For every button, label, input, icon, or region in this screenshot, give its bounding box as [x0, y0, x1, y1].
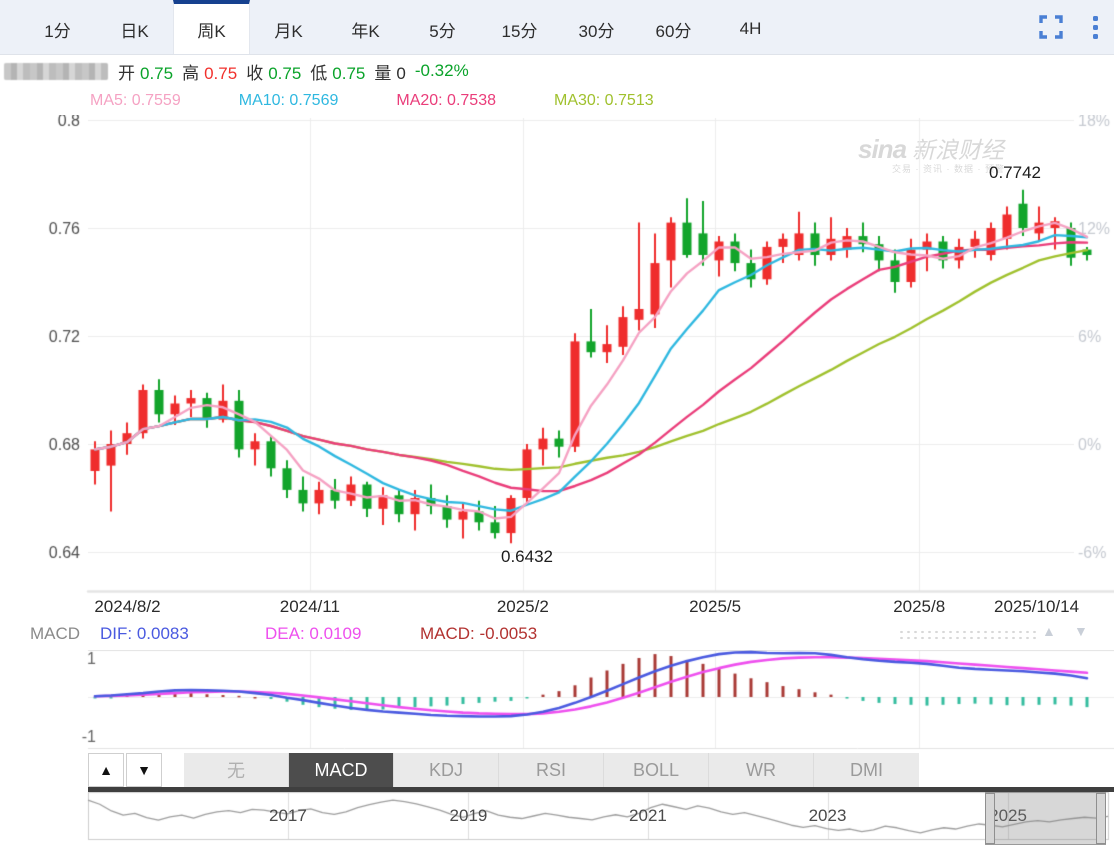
- period-tab-日K[interactable]: 日K: [120, 21, 149, 41]
- period-tab-4H[interactable]: 4H: [739, 19, 762, 38]
- macd-pane-title: MACD: [30, 624, 81, 643]
- quote-field-高: 高 0.75: [182, 63, 238, 83]
- period-tab-月K[interactable]: 月K: [274, 21, 303, 41]
- more-menu-icon[interactable]: [1089, 12, 1102, 43]
- navigator-year-2025: 2025: [989, 806, 1027, 825]
- navigator-year-2021: 2021: [629, 806, 667, 825]
- indicator-tab-BOLL[interactable]: BOLL: [604, 753, 709, 787]
- navigator-top-bar: [88, 787, 1114, 792]
- indicator-tab-WR[interactable]: WR: [709, 753, 814, 787]
- macd-value-DIF: DIF: 0.0083: [100, 624, 189, 643]
- pane-expand-icon[interactable]: ▼: [1074, 623, 1088, 639]
- period-tab-30分[interactable]: 30分: [578, 21, 615, 41]
- indicator-tabbar: ▲ ▼ 无 MACD KDJ RSI BOLL WR DMI: [88, 753, 919, 787]
- period-tab-周K[interactable]: 周K: [173, 0, 250, 54]
- macd-value-DEA: DEA: 0.0109: [265, 624, 362, 643]
- fullscreen-icon[interactable]: [1039, 15, 1063, 39]
- pane-collapse-icon[interactable]: ▲: [1042, 623, 1056, 639]
- min-price-label: 0.6432: [501, 547, 553, 567]
- quote-field-收: 收 0.75: [246, 63, 302, 83]
- date-tick-2025/8: 2025/8: [893, 597, 946, 616]
- macd-pane-canvas[interactable]: [0, 650, 1114, 750]
- pane-resize-grip[interactable]: [898, 629, 1036, 640]
- ma-legend-MA10: MA10: 0.7569: [238, 92, 339, 109]
- date-tick-2025/2: 2025/2: [496, 597, 549, 616]
- ma-legend-MA20: MA20: 0.7538: [396, 92, 496, 109]
- change-percent: -0.32%: [414, 61, 469, 80]
- period-tabbar: 1分 日K 周K 月K 年K 5分 15分 30分 60分 4H: [0, 0, 1114, 55]
- max-price-label: 0.7742: [989, 162, 1041, 182]
- period-tab-年K[interactable]: 年K: [351, 21, 380, 41]
- quote-field-低: 低 0.75: [310, 63, 366, 83]
- period-tab-1分[interactable]: 1分: [44, 21, 71, 41]
- date-tick-2025/5: 2025/5: [689, 597, 742, 616]
- indicator-tab-无[interactable]: 无: [184, 753, 289, 787]
- indicator-down-button[interactable]: ▼: [126, 753, 162, 787]
- navigator-canvas[interactable]: [0, 792, 1114, 845]
- period-tab-5分[interactable]: 5分: [429, 21, 456, 41]
- date-tick-2024/8/2: 2024/8/2: [94, 597, 161, 616]
- indicator-up-button[interactable]: ▲: [88, 753, 124, 787]
- navigator-year-2019: 2019: [449, 806, 488, 825]
- navigator-selection-window[interactable]: [984, 792, 1106, 845]
- period-tab-15分[interactable]: 15分: [501, 21, 538, 41]
- main-chart-canvas[interactable]: [0, 115, 1114, 595]
- date-axis: 2024/8/2 2024/11 2025/2 2025/5 2025/8 2025/10…: [0, 597, 1114, 621]
- indicator-tab-KDJ[interactable]: KDJ: [394, 753, 499, 787]
- date-tick-2025/10/14: 2025/10/14: [993, 597, 1080, 616]
- macd-legend-row: MACD DIF: 0.0083 DEA: 0.0109 MACD: -0.0053…: [0, 621, 1114, 649]
- ma-legend-MA5: MA5: 0.7559: [90, 92, 181, 109]
- indicator-tab-MACD[interactable]: MACD: [289, 753, 394, 787]
- date-tick-2024/11: 2024/11: [279, 597, 340, 616]
- quote-info-row: 开 0.75 高 0.75 收 0.75 低 0.75 量 0 -0.32%: [0, 54, 1114, 88]
- navigator-year-2023: 2023: [808, 806, 847, 825]
- macd-value-MACD: MACD: -0.0053: [420, 624, 538, 643]
- navigator-year-2017: 2017: [268, 806, 307, 825]
- indicator-tab-DMI[interactable]: DMI: [814, 753, 919, 787]
- quote-field-开: 开 0.75: [118, 63, 174, 83]
- ma-legend-row: MA5: 0.7559 MA10: 0.7569 MA20: 0.7538 MA30:…: [90, 88, 1110, 114]
- navigator-left-handle[interactable]: [984, 793, 995, 844]
- navigator-year-axis: 2017 2019 2021 2023 2025: [0, 806, 1114, 832]
- instrument-name-redacted: [4, 62, 108, 80]
- indicator-tab-RSI[interactable]: RSI: [499, 753, 604, 787]
- navigator-right-handle[interactable]: [1095, 793, 1106, 844]
- ma-legend-MA30: MA30: 0.7513: [553, 92, 654, 109]
- period-tab-60分[interactable]: 60分: [655, 21, 692, 41]
